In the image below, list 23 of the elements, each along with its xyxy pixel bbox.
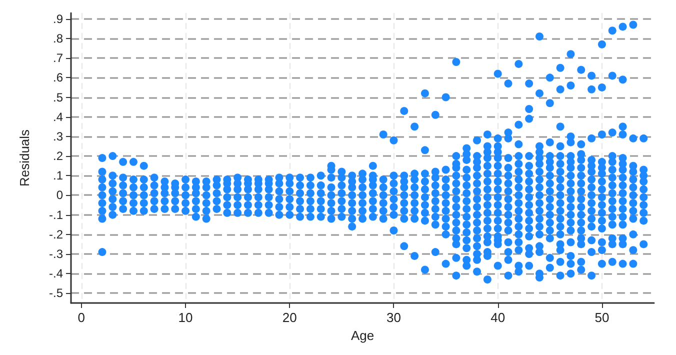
y-tick-label: -.1 [48,208,64,222]
x-tick-label: 30 [386,310,401,325]
y-tick-label: 0 [56,188,64,202]
y-tick-label: .5 [52,90,64,104]
x-tick-label: 40 [490,310,506,325]
y-tick-label: .4 [52,110,64,124]
x-axis-title: Age [350,328,374,343]
y-tick-label: -.5 [48,286,64,300]
y-tick-label: -.3 [48,247,64,262]
y-tick-label: .1 [52,168,64,183]
y-tick-label: -.2 [48,227,64,242]
y-tick-label: .8 [52,31,64,46]
x-tick-label: 0 [78,310,86,325]
y-tick-label: .6 [52,70,64,85]
y-tick-label: .9 [52,12,64,26]
y-tick-label: -.4 [48,266,64,281]
y-tick-label: .2 [52,149,64,164]
y-tick-label: .7 [52,51,64,66]
x-tick-label: 10 [178,310,193,325]
y-tick-label: .3 [52,129,64,144]
y-axis-title: Residuals [17,128,32,187]
x-tick-label: 20 [282,310,297,325]
x-tick-label: 50 [594,310,610,325]
